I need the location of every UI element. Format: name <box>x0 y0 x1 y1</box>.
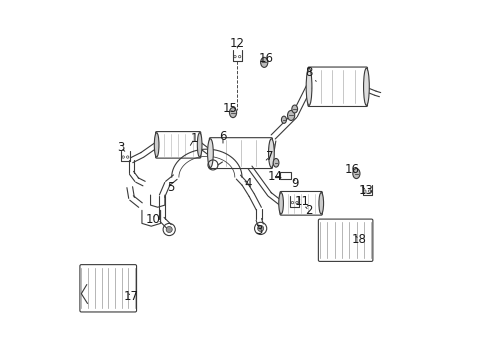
Text: 4: 4 <box>244 177 251 190</box>
Text: 2: 2 <box>305 204 312 217</box>
Ellipse shape <box>154 133 159 157</box>
Text: 1: 1 <box>190 132 198 145</box>
Text: 6: 6 <box>219 130 226 144</box>
Text: 7: 7 <box>265 150 273 163</box>
Ellipse shape <box>273 158 278 167</box>
FancyBboxPatch shape <box>318 219 372 261</box>
Text: 18: 18 <box>351 233 366 246</box>
Ellipse shape <box>363 68 368 105</box>
Ellipse shape <box>260 57 267 67</box>
Text: 14: 14 <box>267 170 282 183</box>
Text: 17: 17 <box>124 290 139 303</box>
Text: 3: 3 <box>255 224 262 237</box>
Ellipse shape <box>287 111 294 121</box>
Ellipse shape <box>229 108 236 118</box>
FancyBboxPatch shape <box>155 132 201 158</box>
FancyBboxPatch shape <box>279 172 290 179</box>
Ellipse shape <box>318 193 323 214</box>
Text: 10: 10 <box>145 213 160 226</box>
Text: 16: 16 <box>344 163 359 176</box>
Circle shape <box>257 225 263 231</box>
Circle shape <box>166 226 172 233</box>
Ellipse shape <box>268 139 274 167</box>
Text: 5: 5 <box>167 181 174 194</box>
Text: 15: 15 <box>222 102 237 115</box>
Ellipse shape <box>197 133 202 157</box>
Text: 12: 12 <box>229 37 244 50</box>
Ellipse shape <box>278 193 283 214</box>
Ellipse shape <box>305 68 311 105</box>
Ellipse shape <box>352 168 359 179</box>
FancyBboxPatch shape <box>80 265 136 312</box>
Text: 13: 13 <box>358 184 373 197</box>
Ellipse shape <box>207 139 213 167</box>
Text: 9: 9 <box>290 177 298 190</box>
FancyBboxPatch shape <box>209 138 272 168</box>
Text: 16: 16 <box>258 51 273 64</box>
Text: 8: 8 <box>305 66 316 81</box>
FancyBboxPatch shape <box>280 192 322 215</box>
Ellipse shape <box>281 116 286 123</box>
Text: 3: 3 <box>117 141 124 154</box>
FancyBboxPatch shape <box>307 67 367 107</box>
Text: 11: 11 <box>294 195 309 208</box>
Ellipse shape <box>291 105 297 113</box>
